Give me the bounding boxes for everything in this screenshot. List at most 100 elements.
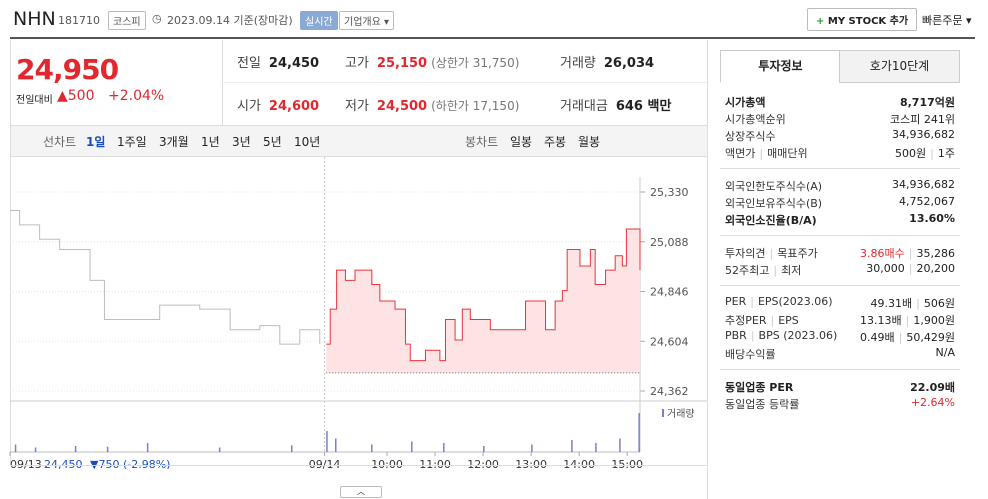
- info-value: 3.86매수 | 35,286: [860, 245, 955, 262]
- info-label: PBR | BPS (2023.06): [725, 329, 837, 346]
- label-part: PBR: [725, 329, 747, 342]
- quick-order[interactable]: 빠른주문 ▾: [922, 14, 972, 27]
- label-part: 최저: [781, 264, 802, 277]
- info-value: 500원 | 1주: [895, 145, 955, 162]
- separator: |: [769, 247, 774, 260]
- separator: |: [905, 314, 910, 327]
- realtime-badge[interactable]: 실시간: [300, 11, 338, 30]
- divider: [707, 40, 708, 499]
- divider: [720, 235, 960, 236]
- label-part: PER: [725, 295, 747, 308]
- label-part: 투자의견: [725, 247, 766, 260]
- info-label: 투자의견 | 목표주가: [725, 245, 818, 262]
- label-part: 시가총액: [725, 96, 766, 109]
- divider: [222, 82, 707, 83]
- candle-tab[interactable]: 월봉: [578, 135, 601, 149]
- candle-tab[interactable]: 주봉: [544, 135, 567, 149]
- info-row: 동일업종 등락률 +2.64%: [725, 396, 955, 413]
- volume-bar: [218, 447, 221, 452]
- volume-bar: [638, 413, 640, 452]
- stat-label: 거래량: [560, 56, 596, 71]
- stat-label: 저가: [345, 99, 369, 114]
- label-part: 외국인보유주식수(B): [725, 197, 823, 210]
- value-part: 8,717억원: [899, 96, 955, 109]
- value-part: 3.86매수: [860, 247, 905, 260]
- separator: |: [750, 295, 754, 308]
- period-tab[interactable]: 1주일: [117, 135, 147, 149]
- collapse-button[interactable]: ︿: [340, 486, 382, 498]
- info-row: 액면가 | 매매단위 500원 | 1주: [725, 145, 955, 162]
- divider: [720, 285, 960, 286]
- price: 24,950: [16, 53, 119, 86]
- label-part: 52주최고: [725, 264, 770, 277]
- change-rate: +2.04%: [108, 88, 165, 104]
- value-part: 0.49배: [860, 331, 895, 344]
- divider: [720, 369, 960, 370]
- stat-note: (하한가 17,150): [431, 99, 520, 113]
- price-line: [10, 210, 321, 345]
- value-part: 1주: [937, 147, 955, 160]
- info-tab[interactable]: 투자정보: [720, 50, 841, 83]
- y-tick-label: 25,088: [650, 236, 689, 249]
- volume-bar: [14, 444, 17, 452]
- market-badge: 코스피: [108, 11, 146, 30]
- prev-change: ▼750 (-2.98%): [90, 458, 170, 469]
- period-tab[interactable]: 3년: [232, 135, 251, 149]
- divider: [10, 40, 11, 465]
- volume-bar: [571, 440, 573, 452]
- x-tick-label: 09/13: [10, 458, 42, 469]
- header-line: [10, 37, 975, 39]
- date: 2023.09.14 기준(장마감): [167, 14, 293, 27]
- volume-bar: [595, 443, 597, 452]
- candle-tab[interactable]: 일봉: [510, 135, 533, 149]
- mystock-button[interactable]: + MY STOCK 추가: [807, 8, 918, 31]
- period-tab[interactable]: 5년: [263, 135, 282, 149]
- label-part: BPS (2023.06): [758, 329, 838, 342]
- info-row: 외국인한도주식수(A) 34,936,682: [725, 178, 955, 195]
- info-row: 배당수익률 N/A: [725, 346, 955, 363]
- volume-bar: [74, 446, 77, 452]
- info-label: 동일업종 PER: [725, 379, 793, 396]
- overview-button[interactable]: 기업개요 ▾: [339, 11, 395, 30]
- prev-price: 24,450: [44, 458, 83, 469]
- y-tick-label: 24,362: [650, 385, 689, 398]
- divider: [10, 465, 707, 466]
- value-part: N/A: [935, 346, 955, 359]
- label-part: 외국인한도주식수(A): [725, 180, 823, 193]
- stat-value: 25,150: [376, 56, 428, 71]
- value-part: 49.31배: [870, 297, 913, 310]
- info-value: 8,717억원: [900, 94, 955, 111]
- volume-bar: [326, 431, 328, 452]
- info-row: 투자의견 | 목표주가 3.86매수 | 35,286: [725, 245, 955, 262]
- value-part: 코스피 241위: [890, 113, 955, 126]
- label-part: 동일업종 PER: [725, 381, 794, 394]
- period-tab[interactable]: 10년: [294, 135, 321, 149]
- y-tick-label: 25,330: [650, 186, 689, 199]
- info-row: 52주최고 | 최저 30,000 | 20,200: [725, 262, 955, 279]
- label-part: 상장주식수: [725, 130, 776, 143]
- volume-bar: [34, 447, 37, 452]
- label-part: 액면가: [725, 147, 756, 160]
- volume-bar: [531, 444, 533, 452]
- period-tab[interactable]: 1일: [86, 135, 106, 149]
- x-tick-label: 11:00: [419, 458, 451, 469]
- volume-legend-swatch: [662, 409, 664, 417]
- volume-bar: [619, 438, 621, 452]
- value-part: 1,900원: [913, 314, 955, 327]
- info-row: 시가총액순위 코스피 241위: [725, 111, 955, 128]
- stat-note: (상한가 31,750): [431, 56, 520, 70]
- stat: 거래대금 646 백만: [560, 95, 671, 114]
- stat: 전일 24,450: [237, 52, 319, 71]
- info-value: 30,000 | 20,200: [866, 262, 955, 279]
- label-part: 시가총액순위: [725, 113, 786, 126]
- y-tick-label: 24,604: [650, 335, 689, 348]
- period-tab[interactable]: 3개월: [159, 135, 189, 149]
- info-value: 0.49배 | 50,429원: [860, 329, 955, 346]
- stat-label: 전일: [237, 56, 261, 71]
- label-part: EPS(2023.06): [757, 295, 833, 308]
- value-part: 4,752,067: [899, 195, 955, 208]
- period-tab[interactable]: 1년: [201, 135, 220, 149]
- chart: 24,362 24,604 24,846 25,088 25,330 09/13 09/14…: [9, 157, 707, 469]
- info-tab[interactable]: 호가10단계: [839, 50, 960, 83]
